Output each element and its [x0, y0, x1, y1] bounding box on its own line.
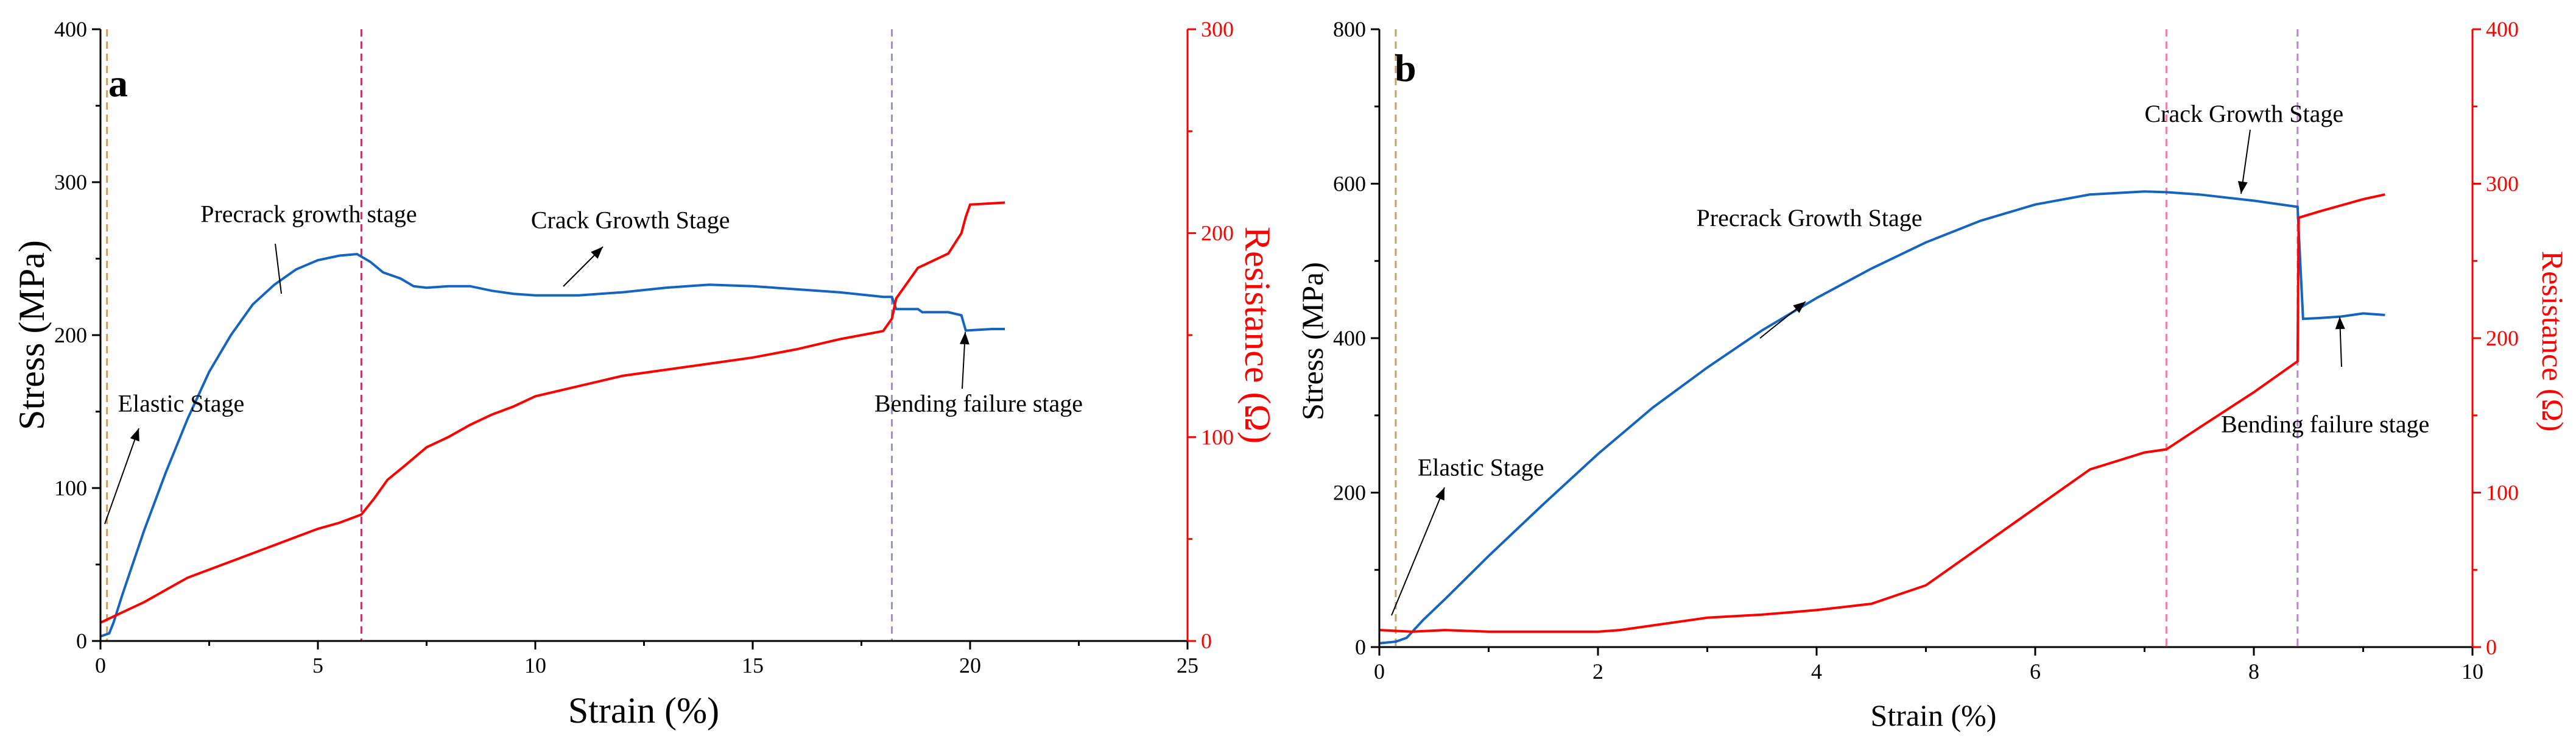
- panel-b-annotation-arrowhead: [1793, 302, 1806, 313]
- panel-b-annotation-crack-growth-stage: Crack Growth Stage: [2145, 100, 2344, 127]
- panel-a-annotation-arrowhead: [959, 332, 970, 345]
- panel-b-annotation-precrack-growth-stage: Precrack Growth Stage: [1697, 204, 1923, 232]
- panel-a-annotation-arrow: [275, 243, 282, 294]
- panel-b-annotation-arrowhead: [1435, 487, 1445, 501]
- panel-b-annotation-arrowhead: [2237, 181, 2248, 194]
- panel-a-y-tick-label: 400: [54, 17, 87, 41]
- panel-a-y-tick-label: 0: [76, 629, 87, 653]
- panel-a-y2-axis-title: Resistance (Ω): [1237, 227, 1278, 444]
- panel-a-annotation-precrack-growth-stage: Precrack growth stage: [200, 200, 417, 227]
- panel-a-y2-tick-label: 200: [1201, 221, 1234, 246]
- panel-b-y-tick-label: 400: [1333, 326, 1366, 350]
- panel-a-annotation-arrowhead: [591, 247, 603, 259]
- panel-b-y-tick-label: 200: [1333, 481, 1366, 505]
- panel-a-annotation-arrowhead: [130, 428, 139, 442]
- panel-a-y-tick-label: 200: [54, 323, 87, 347]
- panel-a-panel-label: a: [108, 62, 128, 105]
- panel-a-x-tick-label: 5: [312, 653, 323, 678]
- panel-a-y-tick-label: 100: [54, 476, 87, 500]
- panel-a-y-tick-label: 300: [54, 170, 87, 194]
- panel-b-y-tick-label: 800: [1333, 17, 1366, 41]
- panel-b-chart: 0 2 4 6 8 1002004006008000100200300400Strain …: [1295, 17, 2570, 732]
- panel-b-x-tick-label: 8: [2248, 659, 2259, 684]
- panel-b-y2-tick-label: 200: [2486, 326, 2519, 350]
- panel-a-annotation-elastic-stage: Elastic Stage: [118, 390, 245, 417]
- panel-b-y-tick-label: 600: [1333, 172, 1366, 196]
- panel-b-x-tick-label: 2: [1592, 659, 1603, 684]
- panel-b-y2-axis-title: Resistance (Ω): [2536, 251, 2570, 432]
- panel-a-x-tick-label: 10: [524, 653, 546, 678]
- panel-b-panel-label: b: [1395, 46, 1416, 90]
- panel-a-annotation-bending-failure-stage: Bending failure stage: [875, 390, 1083, 417]
- panel-b-annotation-elastic-stage: Elastic Stage: [1418, 454, 1544, 481]
- panel-b-y2-tick-label: 300: [2486, 172, 2519, 196]
- panel-a-y-axis-title: Stress (MPa): [12, 240, 52, 430]
- panel-b-x-tick-label: 10: [2462, 659, 2483, 684]
- panel-b-x-axis-title: Strain (%): [1871, 698, 1997, 732]
- panel-a-x-tick-label: 0: [95, 653, 106, 678]
- panel-a-annotation-crack-growth-stage: Crack Growth Stage: [531, 206, 730, 233]
- panel-b-annotation-bending-failure-stage: Bending failure stage: [2221, 411, 2429, 438]
- panel-a-y2-tick-label: 0: [1201, 629, 1212, 653]
- panel-a-x-tick-label: 15: [742, 653, 764, 678]
- panel-b-y2-tick-label: 0: [2486, 635, 2497, 659]
- panel-b-annotation-arrowhead: [2335, 317, 2345, 330]
- panel-b-x-tick-label: 6: [2030, 659, 2041, 684]
- panel-b-resistance-line: [1379, 193, 2385, 633]
- panel-a-annotation-arrow: [104, 428, 139, 525]
- panel-a-stress-line: [100, 252, 1005, 638]
- panel-b-x-tick-label: 4: [1811, 659, 1822, 684]
- panel-b-x-tick-label: 0: [1374, 659, 1385, 684]
- panel-a-chart: 0 5 10 15 20 2501002003004000100200300Strain …: [12, 17, 1278, 731]
- panel-b-y-axis-title: Stress (MPa): [1295, 262, 1329, 420]
- panel-a-y2-tick-label: 100: [1201, 425, 1234, 449]
- panel-b-y-tick-label: 0: [1355, 635, 1366, 659]
- panel-a-y2-tick-label: 300: [1201, 17, 1234, 41]
- panel-b-y2-tick-label: 100: [2486, 481, 2519, 505]
- panel-a-x-tick-label: 25: [1177, 653, 1198, 678]
- panel-b-y2-tick-label: 400: [2486, 17, 2519, 41]
- panel-b-stress-line: [1379, 190, 2385, 645]
- panel-a-x-axis-title: Strain (%): [568, 690, 719, 731]
- panel-a-resistance-line: [100, 201, 1005, 624]
- panel-b-annotation-arrow: [1391, 487, 1445, 616]
- panel-a-x-tick-label: 20: [959, 653, 981, 678]
